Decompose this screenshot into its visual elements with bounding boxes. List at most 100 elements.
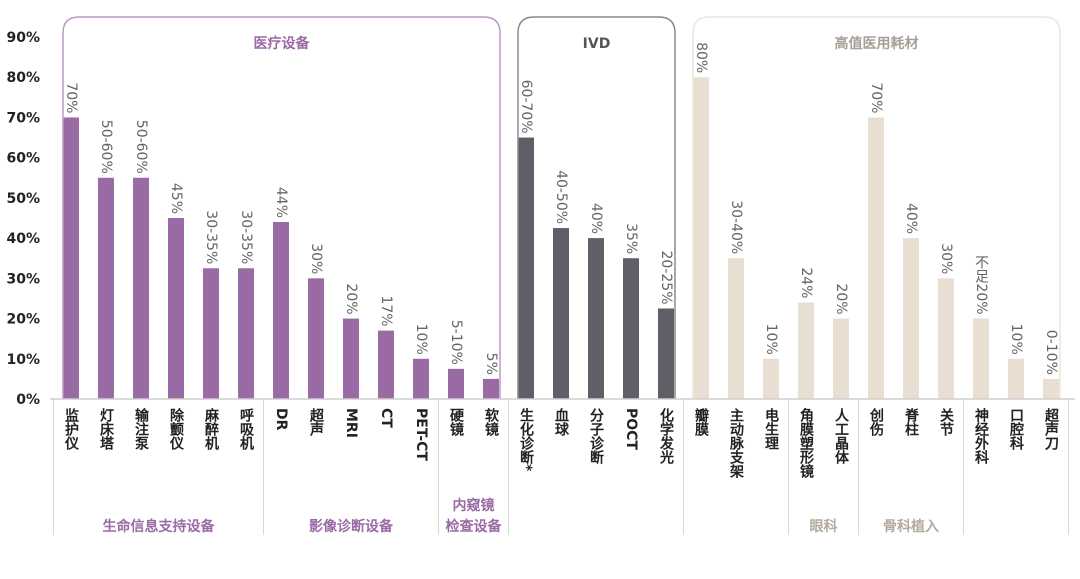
bar [658,308,674,399]
value-label: 10% [763,324,779,355]
x-tick-label: 神经外科 [973,407,989,465]
value-label: 30-40% [728,200,744,254]
bar [98,177,114,399]
y-tick-label: 10% [6,352,40,368]
x-tick-label: 人工晶体 [833,407,849,465]
x-tick-label: 关节 [938,407,954,437]
bar [623,258,639,399]
bar [938,278,954,399]
value-label: 70% [868,82,884,113]
value-label: 10% [413,324,429,355]
value-label: 30% [308,243,324,274]
x-tick-label: 超声刀 [1043,407,1060,451]
value-label: 70% [63,82,79,113]
x-tick-label: 麻醉机 [203,407,220,451]
group-box [692,16,1061,399]
bar [553,228,569,399]
subgroup-label: 内窥镜 [453,497,495,514]
y-tick-label: 60% [6,151,40,167]
x-tick-label: 脊柱 [903,407,920,436]
value-label: 20-25% [658,251,674,305]
value-label: 24% [798,267,814,298]
value-label: 40% [903,203,919,234]
y-tick-label: 40% [6,231,40,247]
x-tick-label: 瓣膜 [693,407,709,437]
x-tick-label: CT [378,408,394,428]
x-tick-label: 化学发光 [658,407,675,465]
x-tick-label: 监护仪 [63,407,80,451]
subgroup-label: 骨科植入 [883,518,939,535]
bar [798,302,814,399]
bar [413,358,429,399]
value-label: 30% [938,243,954,274]
value-label: 40-50% [553,170,569,224]
x-tick-label: 角膜塑形镜 [798,407,814,479]
x-tick-label: 主动脉支架 [728,407,745,479]
bar [273,222,289,399]
bar [378,330,394,399]
value-label: 20% [833,283,849,314]
bar [973,318,989,399]
bar [63,117,79,399]
value-label: 5% [483,353,499,375]
group-title: 高值医用耗材 [835,35,919,52]
x-tick-label: 生化诊断* [518,407,534,472]
x-tick-label: 分子诊断 [588,408,604,465]
subgroup-label: 影像诊断设备 [309,518,394,535]
bar [868,117,884,399]
bar [728,258,744,399]
x-tick-label: 超声 [308,407,325,437]
value-label: 44% [273,187,289,218]
x-tick-label: MRI [343,408,359,438]
bar [448,368,464,399]
y-tick-label: 50% [6,191,40,207]
value-label: 不足20% [973,255,989,314]
x-tick-label: 呼吸机 [238,407,254,451]
x-tick-label: DR [273,408,289,431]
value-label: 45% [168,183,184,214]
x-tick-label: 创伤 [868,407,885,437]
group-box [517,16,676,399]
value-label: 80% [693,42,709,73]
bar [763,358,779,399]
y-tick-label: 20% [6,312,40,328]
x-tick-label: 软镜 [483,407,499,437]
value-label: 30-35% [203,210,219,264]
value-label: 0-10% [1043,330,1059,375]
x-tick-label: 口腔科 [1008,408,1025,451]
x-tick-label: 血球 [553,407,569,437]
value-label: 30-35% [238,210,254,264]
value-label: 5-10% [448,320,464,365]
bar [518,137,534,400]
bar [168,218,184,399]
value-label: 17% [378,295,394,326]
bar [833,318,849,399]
bar [133,177,149,399]
bar [483,378,499,399]
x-tick-label: POCT [623,408,639,450]
value-label: 50-60% [98,120,114,174]
subgroup-label: 检查设备 [446,518,503,535]
group-title: 医疗设备 [254,35,311,52]
subgroup-label: 眼科 [810,518,838,535]
y-tick-label: 70% [6,110,40,126]
value-label: 35% [623,223,639,254]
bar [343,318,359,399]
x-tick-label: 灯床塔 [98,407,114,451]
y-tick-label: 0% [16,392,40,408]
x-tick-label: 除颤仪 [168,407,185,451]
x-tick-label: 电生理 [763,407,779,450]
bar [1008,358,1024,399]
value-label: 60-70% [518,80,534,134]
bar [238,268,254,399]
bar [203,268,219,399]
bar [1043,378,1059,399]
bar [903,238,919,399]
x-tick-label: 输注泵 [133,407,149,451]
group-box [62,16,501,399]
value-label: 50-60% [133,120,149,174]
y-tick-label: 30% [6,271,40,287]
y-tick-label: 80% [6,70,40,86]
x-tick-label: PET-CT [413,408,429,461]
